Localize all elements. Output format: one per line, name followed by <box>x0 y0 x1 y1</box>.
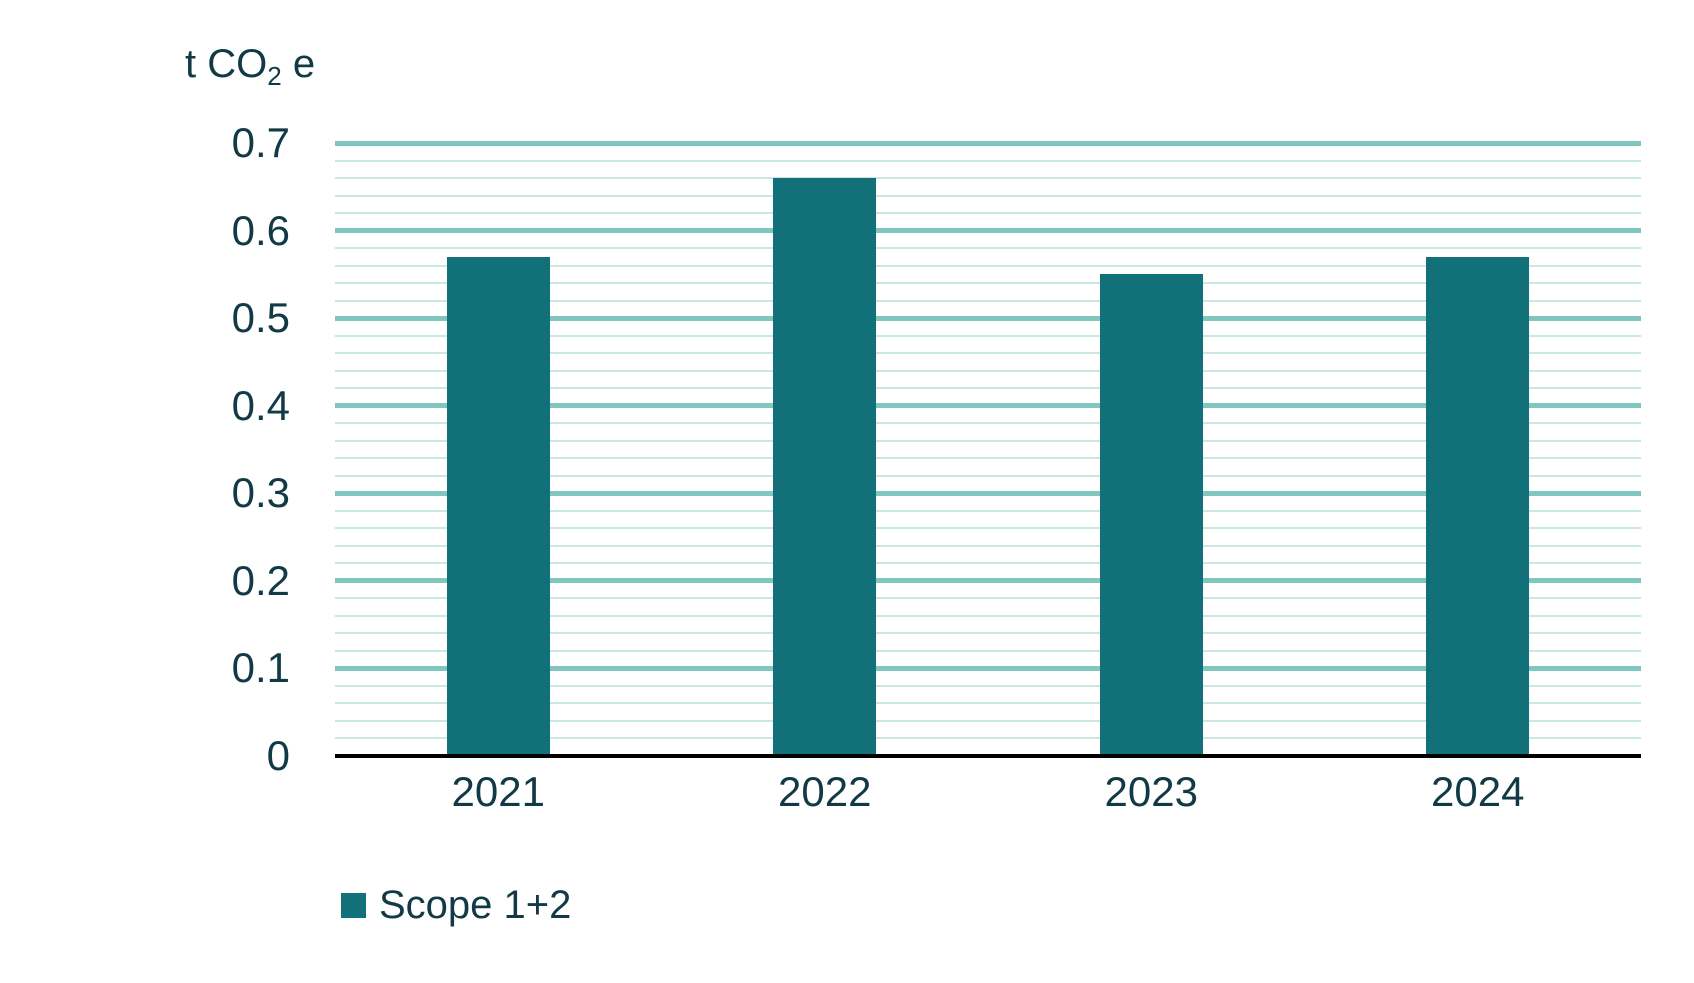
minor-gridline <box>335 614 1641 617</box>
bar-2024 <box>1426 256 1530 756</box>
y-axis-title-text: t CO <box>185 42 268 86</box>
bar-2022 <box>773 178 877 756</box>
major-gridline <box>335 490 1641 496</box>
x-axis-tick-label: 2022 <box>778 768 872 815</box>
major-gridline <box>335 403 1641 409</box>
y-axis-tick-label: 0.6 <box>231 206 290 254</box>
minor-gridline <box>335 387 1641 390</box>
minor-gridline <box>335 474 1641 477</box>
y-axis-title-suffix: e <box>281 42 316 86</box>
legend: Scope 1+2 <box>341 881 571 929</box>
minor-gridline <box>335 737 1641 740</box>
minor-gridline <box>335 212 1641 215</box>
minor-gridline <box>335 702 1641 705</box>
y-axis-tick-label: 0.1 <box>231 644 290 692</box>
minor-gridline <box>335 544 1641 547</box>
x-axis-line <box>335 754 1641 758</box>
minor-gridline <box>335 527 1641 530</box>
major-gridline <box>335 665 1641 671</box>
y-axis-tick-label: 0.3 <box>231 469 290 517</box>
bar-2023 <box>1099 274 1203 756</box>
minor-gridline <box>335 282 1641 285</box>
x-axis-tick-label: 2024 <box>1431 768 1525 815</box>
major-gridline <box>335 228 1641 234</box>
minor-gridline <box>335 264 1641 267</box>
legend-label: Scope 1+2 <box>379 883 572 927</box>
y-axis-tick-label: 0 <box>266 732 290 779</box>
minor-gridline <box>335 352 1641 355</box>
minor-gridline <box>335 334 1641 337</box>
minor-gridline <box>335 159 1641 162</box>
minor-gridline <box>335 649 1641 652</box>
minor-gridline <box>335 597 1641 600</box>
minor-gridline <box>335 719 1641 722</box>
legend-swatch <box>341 892 366 918</box>
x-axis-tick-label: 2023 <box>1104 768 1198 815</box>
bar-2021 <box>446 256 550 756</box>
minor-gridline <box>335 247 1641 250</box>
minor-gridline <box>335 439 1641 442</box>
y-axis-tick-label: 0.5 <box>231 294 290 342</box>
y-axis-tick-label: 0.2 <box>231 556 290 604</box>
minor-gridline <box>335 632 1641 635</box>
minor-gridline <box>335 457 1641 460</box>
minor-gridline <box>335 684 1641 687</box>
major-gridline <box>335 578 1641 584</box>
minor-gridline <box>335 299 1641 302</box>
major-gridline <box>335 315 1641 321</box>
y-axis-tick-label: 0.4 <box>231 381 290 429</box>
minor-gridline <box>335 194 1641 197</box>
minor-gridline <box>335 177 1641 180</box>
y-axis-title: t CO2 e <box>185 42 315 92</box>
minor-gridline <box>335 369 1641 372</box>
minor-gridline <box>335 509 1641 512</box>
y-axis-title-subscript: 2 <box>267 61 282 91</box>
x-axis-tick-label: 2021 <box>451 768 545 815</box>
minor-gridline <box>335 562 1641 565</box>
major-gridline <box>335 140 1641 146</box>
minor-gridline <box>335 422 1641 425</box>
y-axis-tick-label: 0.7 <box>231 119 290 166</box>
